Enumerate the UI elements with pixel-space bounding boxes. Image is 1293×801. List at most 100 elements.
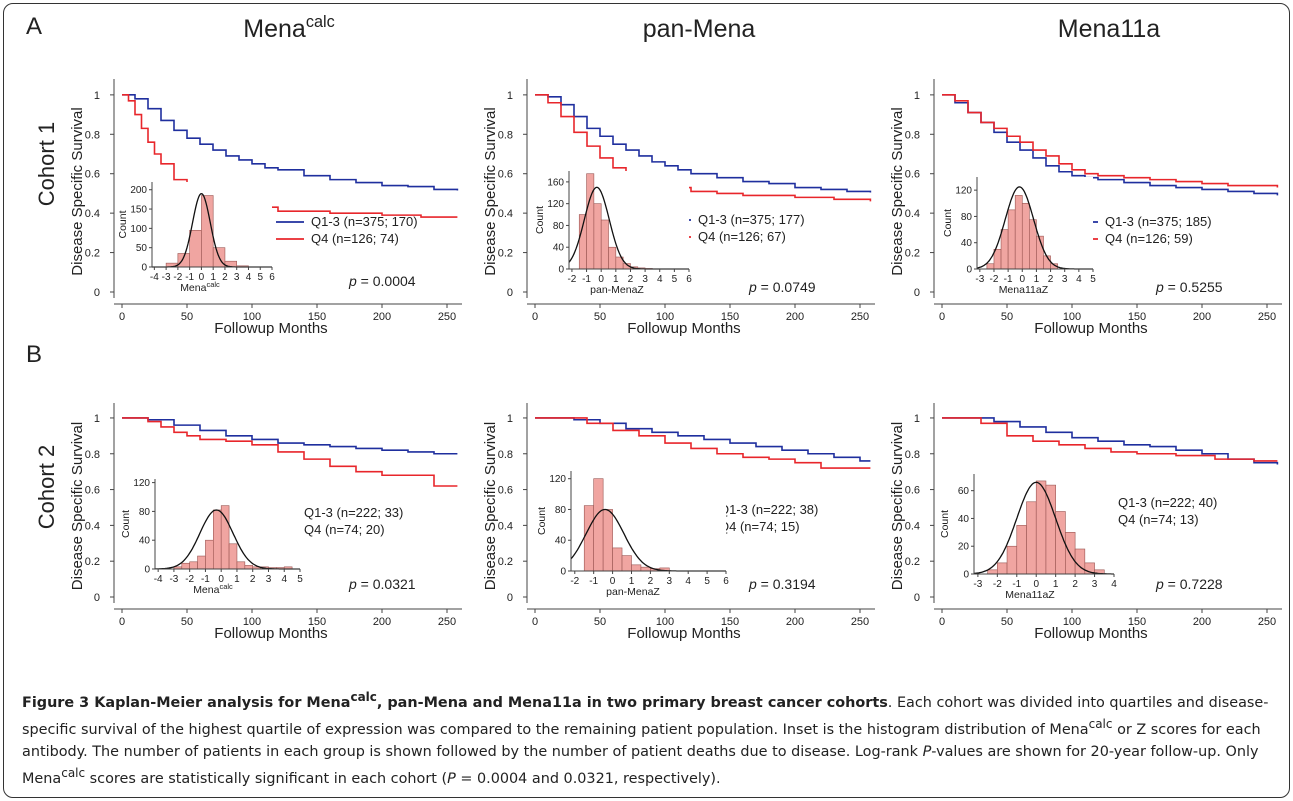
chart-2-ytick-label: 1 [507, 90, 513, 102]
chart-1-inset-ytick-label: 200 [130, 185, 147, 196]
chart-4-ytick-label: 0.4 [85, 520, 100, 532]
chart-6-ytick-label: 0 [914, 592, 920, 604]
chart-4-inset-xtick-label: -4 [154, 574, 163, 585]
chart-4-ytick-label: 0.6 [85, 485, 100, 497]
chart-5-inset-ytick-label: 80 [555, 505, 567, 516]
chart-6-inset-xtick-label: 2 [1072, 579, 1078, 590]
chart-1-inset-xtick-label: -4 [150, 272, 159, 283]
chart-2-xtick-label: 0 [532, 311, 538, 323]
caption-label: Figure 3 [22, 694, 90, 711]
chart-2-inset-ylabel: Count [534, 206, 546, 234]
chart-3-inset-ytick-label: 80 [961, 212, 973, 223]
chart-6-xtick-label: 250 [1258, 616, 1276, 628]
chart-2-inset-xtick-label: 6 [686, 274, 692, 285]
chart-1-inset-xtick-label: -3 [162, 272, 171, 283]
chart-1-inset-xtick-label: 6 [269, 272, 275, 283]
chart-3-inset-bar [986, 263, 995, 270]
chart-2-inset-ytick-label: 120 [547, 199, 564, 210]
chart-2-legend-label: Q4 (n=126; 67) [698, 229, 786, 244]
chart-1-ytick-label: 0.4 [85, 208, 100, 220]
chart-6-inset-bar [1006, 545, 1018, 575]
chart-4-inset-xtick-label: 2 [250, 574, 256, 585]
chart-6-ytick-label: 0.2 [905, 556, 920, 568]
chart-2-inset-xtick-label: 4 [657, 274, 663, 285]
chart-4-p-value: p = 0.0321 [348, 576, 416, 592]
chart-1-ytick-label: 0.8 [85, 129, 100, 141]
caption-body-2: or Z scores for each antibody. The numbe… [22, 722, 1261, 760]
chart-4-inset-xtick-label: -1 [201, 574, 210, 585]
chart-4-inset-xtick-label: 3 [266, 574, 272, 585]
chart-4-xtick-label: 50 [181, 616, 193, 628]
chart-6-inset-xtick-label: 4 [1111, 579, 1117, 590]
chart-5-inset-ylabel: Count [536, 507, 548, 535]
chart-6-legend-label: Q1-3 (n=222; 40) [1118, 495, 1217, 510]
chart-5-inset-xtick-label: 1 [629, 576, 635, 587]
chart-6-inset-ytick-label: 60 [958, 486, 970, 497]
caption-body-5: = 0.0004 and 0.0321, respectively). [455, 770, 721, 787]
row-label-cohort-1: Cohort 1 [34, 122, 59, 206]
chart-4-inset-xlabel: Menacalc [193, 582, 233, 596]
chart-4-xtick-label: 250 [438, 616, 456, 628]
chart-4-xlabel: Followup Months [214, 625, 327, 642]
chart-6-inset-bar [1026, 501, 1037, 575]
chart-2-inset-xlabel: pan-MenaZ [590, 284, 644, 296]
chart-2-inset-bar [586, 173, 595, 270]
chart-5-inset-bar [612, 547, 623, 572]
chart-4-xtick-label: 150 [308, 616, 326, 628]
chart-1-xtick-label: 50 [181, 311, 193, 323]
chart-1-xtick-label: 150 [308, 311, 326, 323]
chart-5-xtick-label: 250 [851, 616, 869, 628]
chart-5-inset-bar [621, 555, 632, 572]
chart-2-p-label: p [748, 279, 757, 295]
caption-body-sup-2: calc [61, 766, 86, 781]
chart-2-legend-label: Q1-3 (n=375; 177) [698, 212, 805, 227]
chart-4-xtick-label: 100 [243, 616, 261, 628]
chart-1-inset-xtick-label: 2 [222, 272, 228, 283]
chart-3-ytick-label: 0.2 [905, 248, 920, 260]
chart-3-xtick-label: 50 [1001, 311, 1013, 323]
chart-3-legend-label: Q1-3 (n=375; 185) [1105, 214, 1212, 229]
chart-3-xlabel: Followup Months [1034, 320, 1147, 337]
chart-4-inset-bar [197, 555, 206, 570]
chart-5-series-q4-line [535, 417, 871, 469]
chart-3-inset-ytick-label: 120 [955, 186, 972, 197]
chart-6-inset-xlabel-main: Mena11aZ [1005, 589, 1055, 601]
chart-6-inset-bar [1045, 484, 1056, 575]
chart-6-p-value: p = 0.7228 [1155, 576, 1223, 592]
chart-4-ytick-label: 0.2 [85, 556, 100, 568]
chart-1-xtick-label: 200 [373, 311, 391, 323]
caption-body-4: scores are statistically significant in … [85, 770, 448, 787]
chart-5-inset-xtick-label: 6 [723, 576, 729, 587]
chart-6-inset-bar [1016, 525, 1027, 575]
chart-3-inset-xtick-label: 1 [1034, 274, 1040, 285]
chart-2-inset-bar [608, 246, 617, 270]
chart-6-inset-bar [1074, 548, 1086, 575]
caption-body-sup-1: calc [1088, 717, 1113, 732]
chart-4-inset-xtick-label: 0 [218, 574, 224, 585]
chart-5-ytick-label: 1 [507, 413, 513, 425]
chart-1-ytick-label: 1 [94, 90, 100, 102]
chart-4-p-number: = 0.0321 [357, 576, 416, 592]
chart-1-p-label: p [348, 273, 357, 289]
chart-6-ytick-label: 0.8 [905, 449, 920, 461]
chart-3-p-number: = 0.5255 [1164, 279, 1223, 295]
chart-2-xtick-label: 50 [594, 311, 606, 323]
chart-1-inset-xtick-label: 1 [210, 272, 216, 283]
chart-2-p-number: = 0.0749 [757, 279, 816, 295]
chart-5-ytick-label: 0.2 [498, 556, 513, 568]
chart-5-inset-xlabel-main: pan-MenaZ [606, 586, 660, 598]
chart-2-inset-ytick-label: 40 [553, 243, 565, 254]
chart-2-ytick-label: 0.2 [498, 248, 513, 260]
chart-1-legend-label: Q1-3 (n=375; 170) [311, 214, 418, 229]
chart-6-ylabel: Disease Specific Survival [889, 422, 906, 590]
chart-1-inset-xtick-label: -2 [173, 272, 182, 283]
chart-1-series-q1-3-line [122, 94, 459, 191]
chart-6-series-q4-line [942, 417, 1278, 462]
chart-3-inset-xtick-label: 4 [1076, 274, 1082, 285]
chart-4-inset-xtick-label: -2 [185, 574, 194, 585]
chart-1-inset-xlabel-sup: calc [206, 280, 220, 289]
chart-4-ytick-label: 0.8 [85, 449, 100, 461]
